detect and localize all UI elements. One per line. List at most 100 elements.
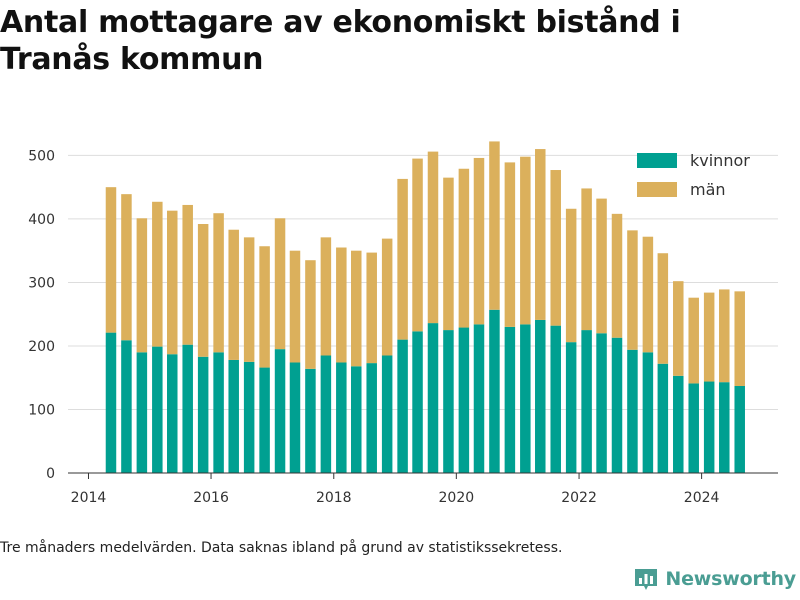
y-tick-label: 0 <box>46 466 55 482</box>
y-tick-label: 300 <box>28 275 55 291</box>
bar-män <box>336 247 347 363</box>
bar-män <box>458 168 470 328</box>
bar-män <box>182 204 193 345</box>
bar-kvinnor <box>489 309 500 473</box>
bar-kvinnor <box>305 368 316 473</box>
bar-kvinnor <box>734 385 745 473</box>
bar-kvinnor <box>550 325 561 473</box>
bar-män <box>351 250 362 367</box>
bar-kvinnor <box>213 352 224 473</box>
bar-kvinnor <box>351 366 362 473</box>
bar-män <box>596 198 607 334</box>
x-axis: 2014 2016 2018 2020 2022 2024 <box>71 473 720 506</box>
bar-män <box>289 250 301 363</box>
bar-kvinnor <box>520 324 531 473</box>
legend-label-män: män <box>690 180 726 199</box>
bar-kvinnor <box>381 355 393 473</box>
bar-män <box>105 187 117 333</box>
bar-män <box>673 281 684 376</box>
bar-män <box>504 162 516 327</box>
bar-män <box>443 177 454 331</box>
bar-män <box>688 297 699 384</box>
bar-kvinnor <box>105 332 117 473</box>
bar-kvinnor <box>596 333 607 473</box>
bar-kvinnor <box>259 367 270 473</box>
y-tick-label: 200 <box>28 339 55 355</box>
bar-män <box>412 158 423 332</box>
bar-kvinnor <box>611 337 623 473</box>
bar-kvinnor <box>657 363 669 473</box>
bar-kvinnor <box>535 319 546 473</box>
bar-män <box>228 229 239 360</box>
bar-män <box>657 253 669 364</box>
bar-män <box>719 289 730 383</box>
bar-kvinnor <box>688 383 699 473</box>
y-tick-label: 400 <box>28 212 55 228</box>
bar-kvinnor <box>289 362 301 473</box>
brand-name: Newsworthy <box>665 568 796 590</box>
bar-kvinnor <box>504 326 516 473</box>
brand: Newsworthy <box>633 566 796 592</box>
x-tick-label: 2014 <box>71 490 107 506</box>
y-tick-label: 100 <box>28 402 55 418</box>
bar-kvinnor <box>703 381 715 473</box>
bar-män <box>473 157 485 325</box>
bar-kvinnor <box>136 352 148 473</box>
bar-män <box>427 151 439 324</box>
bar-män <box>611 213 623 338</box>
bar-män <box>213 213 224 353</box>
bar-män <box>243 237 255 362</box>
bar-kvinnor <box>458 327 470 473</box>
x-tick-label: 2022 <box>561 490 597 506</box>
bar-kvinnor <box>565 342 577 473</box>
x-tick-label: 2024 <box>684 490 720 506</box>
legend-swatch-män <box>637 182 677 197</box>
legend-label-kvinnor: kvinnor <box>690 151 750 170</box>
bar-kvinnor <box>121 340 132 473</box>
bar-män <box>581 188 592 331</box>
bar-män <box>305 260 316 369</box>
bar-män <box>381 238 393 356</box>
bar-män <box>259 246 270 368</box>
bar-män <box>167 210 178 355</box>
bar-män <box>152 201 163 347</box>
bar-kvinnor <box>581 330 592 473</box>
bar-män <box>397 178 408 340</box>
bar-män <box>642 236 654 353</box>
bar-män <box>366 252 377 364</box>
bar-kvinnor <box>167 354 178 473</box>
bar-kvinnor <box>182 344 193 473</box>
bar-kvinnor <box>427 323 439 473</box>
bar-män <box>565 208 577 343</box>
bar-män <box>197 224 209 357</box>
bar-kvinnor <box>443 330 454 473</box>
bar-män <box>274 218 286 350</box>
x-tick-label: 2016 <box>193 490 229 506</box>
bar-män <box>535 149 546 320</box>
bar-män <box>489 141 500 310</box>
bar-kvinnor <box>152 346 163 473</box>
footnote: Tre månaders medelvärden. Data saknas ib… <box>0 540 563 556</box>
bar-män <box>121 194 132 341</box>
bar-kvinnor <box>274 349 286 473</box>
legend-swatch-kvinnor <box>637 153 677 168</box>
bars <box>105 141 745 473</box>
bar-män <box>627 230 638 350</box>
bar-män <box>703 292 715 382</box>
bar-kvinnor <box>397 339 408 473</box>
bar-kvinnor <box>366 363 377 473</box>
y-axis: 0 100 200 300 400 500 <box>28 148 55 482</box>
bar-män <box>320 237 332 356</box>
bar-kvinnor <box>320 355 332 473</box>
bar-män <box>550 170 561 326</box>
legend: kvinnor män <box>637 151 750 199</box>
bar-kvinnor <box>243 361 255 473</box>
bar-chart-logo-icon <box>635 569 658 590</box>
x-tick-label: 2020 <box>439 490 475 506</box>
chart-title: Antal mottagare av ekonomiskt bistånd i … <box>0 5 681 77</box>
bar-kvinnor <box>473 324 485 473</box>
bar-kvinnor <box>412 331 423 473</box>
x-tick-label: 2018 <box>316 490 352 506</box>
bar-kvinnor <box>228 359 239 473</box>
